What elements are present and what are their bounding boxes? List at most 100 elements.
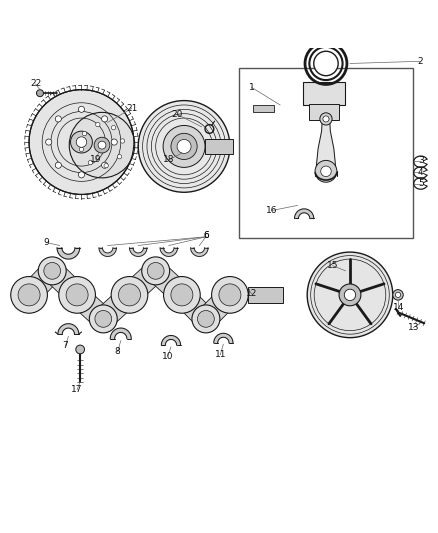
Circle shape [111,125,116,130]
Circle shape [117,155,122,159]
Text: 19: 19 [90,155,102,164]
Circle shape [396,292,401,297]
Polygon shape [44,263,85,303]
Polygon shape [161,335,180,345]
Circle shape [46,139,52,145]
Polygon shape [160,248,177,256]
Circle shape [44,262,60,279]
Text: 5: 5 [418,179,424,188]
Text: 3: 3 [418,156,424,165]
Text: 7: 7 [63,342,68,351]
Text: 8: 8 [115,347,120,356]
Text: 1: 1 [249,83,254,92]
Circle shape [323,116,329,122]
Circle shape [314,51,338,76]
Circle shape [120,139,125,143]
Text: 2: 2 [417,57,423,66]
Polygon shape [57,248,80,259]
Circle shape [212,277,248,313]
Polygon shape [70,287,111,327]
Circle shape [82,131,87,136]
Circle shape [95,311,112,327]
Circle shape [18,284,40,306]
Circle shape [59,277,95,313]
Circle shape [171,133,197,159]
Circle shape [76,137,87,147]
Circle shape [104,164,108,168]
Circle shape [76,345,85,354]
Circle shape [138,101,230,192]
Polygon shape [110,328,131,338]
Circle shape [119,284,141,306]
Circle shape [69,112,135,178]
Circle shape [78,172,85,178]
Circle shape [198,311,214,327]
Text: 11: 11 [215,350,226,359]
Text: 6: 6 [203,231,209,240]
Circle shape [111,277,148,313]
Bar [248,287,283,303]
Circle shape [11,277,47,313]
Text: 20: 20 [172,110,183,119]
Circle shape [320,113,332,125]
Text: 12: 12 [246,289,258,298]
Text: 9: 9 [44,238,49,247]
Circle shape [94,138,110,153]
Text: 10: 10 [162,351,173,360]
Circle shape [321,166,331,176]
Circle shape [192,305,220,333]
Circle shape [89,305,117,333]
Bar [303,82,345,105]
Circle shape [339,284,361,306]
Polygon shape [21,263,60,303]
Circle shape [66,284,88,306]
Bar [308,103,339,120]
Bar [239,68,413,238]
Polygon shape [214,333,233,343]
Circle shape [307,252,393,338]
Text: 21: 21 [126,104,138,113]
Polygon shape [148,262,190,303]
Polygon shape [191,248,208,256]
Circle shape [78,106,85,112]
Circle shape [102,162,108,168]
Circle shape [393,289,403,300]
Text: 14: 14 [393,303,405,312]
Bar [205,139,233,154]
Text: 16: 16 [265,206,277,215]
Text: 6: 6 [203,231,209,240]
Circle shape [88,160,92,165]
Text: 18: 18 [163,156,174,165]
Circle shape [55,162,61,168]
Circle shape [55,116,61,122]
Polygon shape [198,287,238,327]
Circle shape [29,90,134,195]
Circle shape [102,116,108,122]
Circle shape [95,123,100,127]
Polygon shape [122,262,163,303]
Polygon shape [58,324,79,334]
Circle shape [36,90,43,96]
Polygon shape [95,287,137,327]
Polygon shape [294,209,314,219]
Polygon shape [130,248,147,256]
Bar [253,106,274,111]
Circle shape [171,284,193,306]
Circle shape [142,257,170,285]
Text: 15: 15 [327,261,338,270]
Circle shape [79,147,84,151]
Circle shape [163,125,205,167]
Text: 22: 22 [30,79,41,88]
Circle shape [38,257,66,285]
Circle shape [71,131,92,153]
Text: 4: 4 [418,168,424,177]
Text: 17: 17 [71,385,83,394]
Circle shape [315,160,337,182]
Polygon shape [99,248,117,256]
Polygon shape [316,116,336,175]
Circle shape [98,141,106,149]
Circle shape [177,140,191,154]
Circle shape [344,289,356,301]
Text: 13: 13 [407,323,419,332]
Circle shape [147,262,164,279]
